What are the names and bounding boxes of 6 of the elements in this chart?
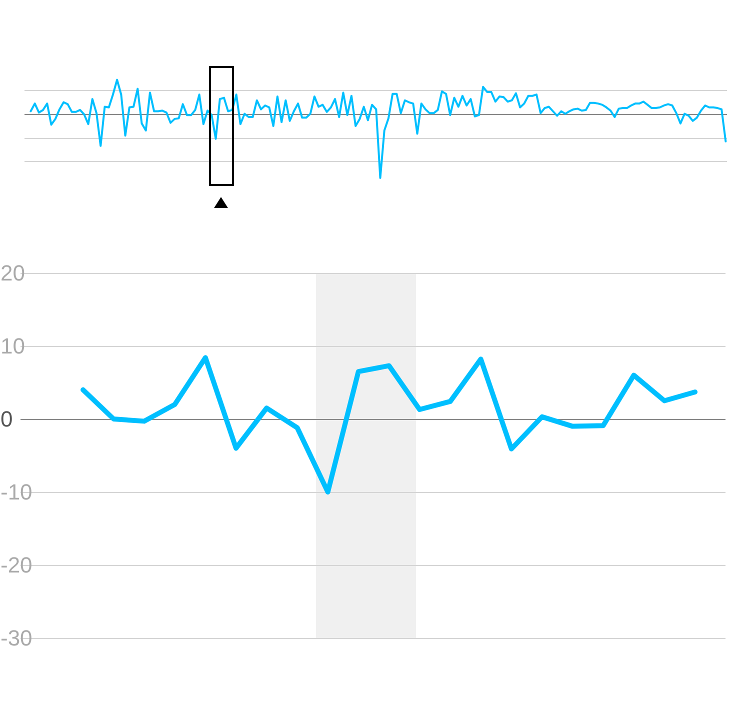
y-tick-label: 10	[0, 334, 25, 358]
y-tick-label: -10	[0, 480, 32, 504]
y-tick-label: -30	[0, 626, 32, 650]
y-tick-label: 20	[0, 260, 25, 286]
y-tick-label: -20	[0, 552, 32, 578]
y-tick-label: 0	[0, 406, 13, 432]
